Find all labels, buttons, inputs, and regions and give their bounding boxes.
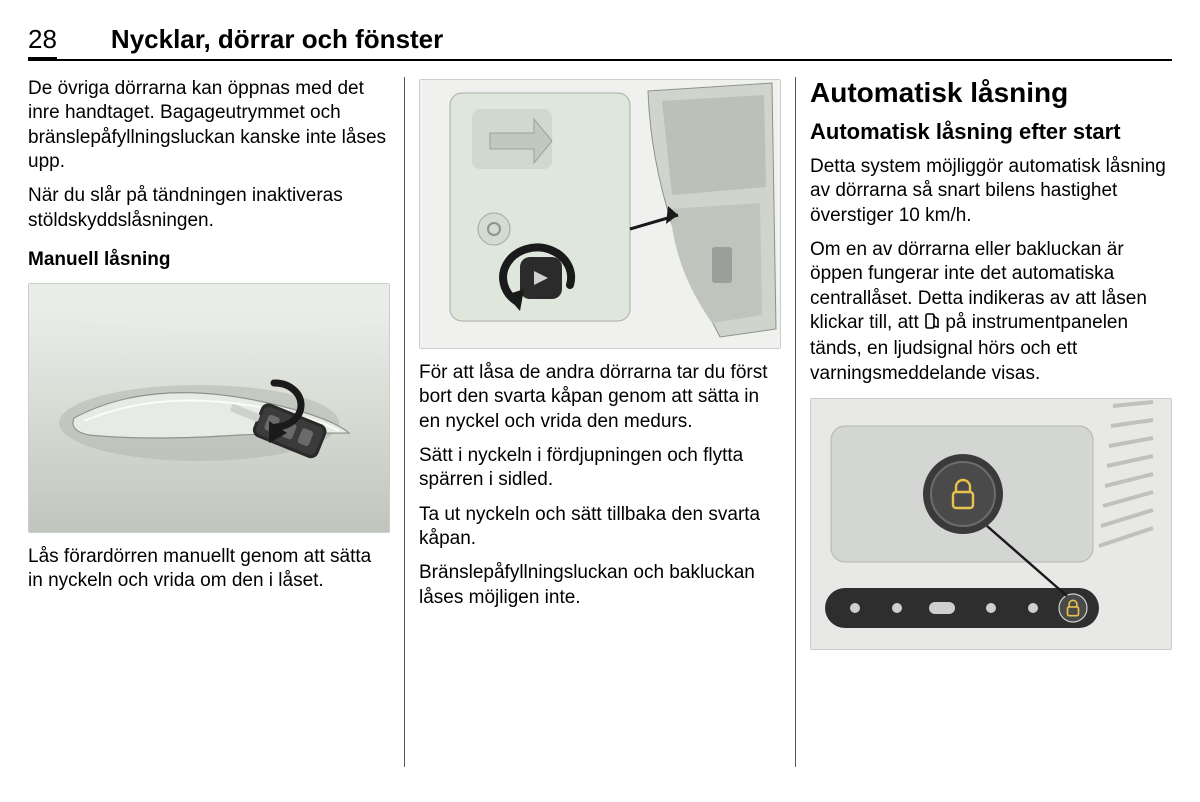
page-number: 28 xyxy=(28,24,57,59)
paragraph: Bränslepåfyllningsluckan och bakluckan l… xyxy=(419,561,781,610)
paragraph: För att låsa de andra dörrarna tar du fö… xyxy=(419,361,781,434)
heading-auto-lock-after-start: Automatisk låsning efter start xyxy=(810,119,1172,145)
paragraph-with-icon: Om en av dörrarna eller bakluckan är öpp… xyxy=(810,238,1172,386)
manual-page: 28 Nycklar, dörrar och fönster De övriga… xyxy=(0,0,1200,802)
page-header: 28 Nycklar, dörrar och fönster xyxy=(28,24,1172,61)
figure-center-console-lock-button xyxy=(810,398,1172,650)
door-open-warning-icon xyxy=(924,312,940,337)
column-1: De övriga dörrarna kan öppnas med det in… xyxy=(28,77,404,767)
paragraph: När du slår på tändningen inaktiveras st… xyxy=(28,184,390,233)
figure-door-lock-panel xyxy=(419,79,781,349)
figure-door-handle-key xyxy=(28,283,390,533)
paragraph: Detta system möjliggör automatisk låsnin… xyxy=(810,155,1172,228)
paragraph: De övriga dörrarna kan öppnas med det in… xyxy=(28,77,390,174)
column-3: Automatisk låsning Automatisk låsning ef… xyxy=(796,77,1172,767)
paragraph: Lås förardörren manuellt genom att sätta… xyxy=(28,545,390,594)
subheading-manual-locking: Manuell låsning xyxy=(28,249,390,271)
paragraph: Ta ut nyckeln och sätt tillbaka den svar… xyxy=(419,503,781,552)
paragraph: Sätt i nyckeln i fördjupningen och flytt… xyxy=(419,444,781,493)
heading-auto-lock: Automatisk låsning xyxy=(810,77,1172,109)
column-2: För att låsa de andra dörrarna tar du fö… xyxy=(405,77,795,767)
chapter-title: Nycklar, dörrar och fönster xyxy=(111,24,443,55)
content-columns: De övriga dörrarna kan öppnas med det in… xyxy=(28,77,1172,767)
